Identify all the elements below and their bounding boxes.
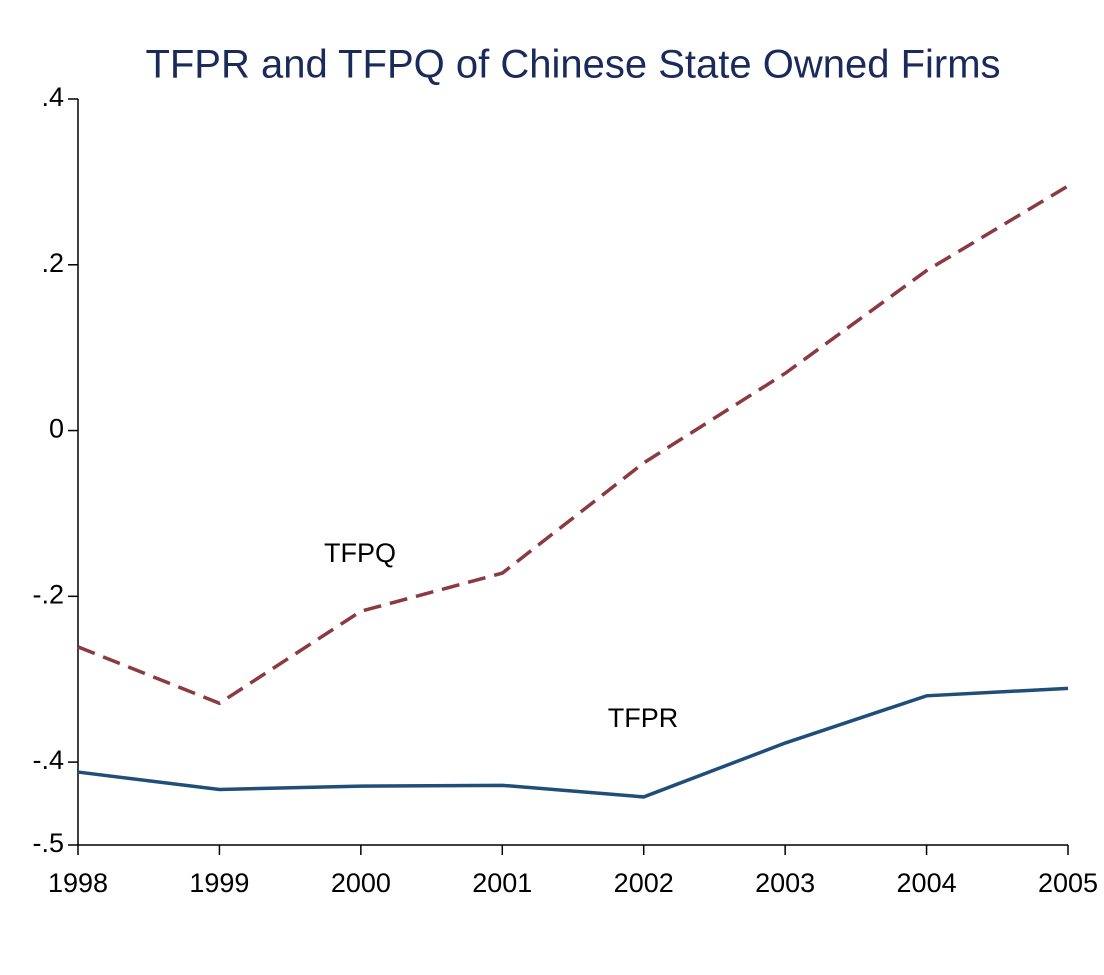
x-tick-label: 1998 [48, 868, 108, 898]
x-tick-label: 2004 [897, 868, 957, 898]
series-line [77, 686, 1069, 799]
series-label: TFPQ [324, 538, 396, 568]
x-tick-label: 2000 [331, 868, 391, 898]
x-tick-label: 2003 [755, 868, 815, 898]
chart-title: TFPR and TFPQ of Chinese State Owned Fir… [145, 43, 1000, 87]
y-tick-label: -.2 [32, 579, 64, 609]
x-tick-label: 1999 [189, 868, 249, 898]
x-tick-label: 2005 [1038, 868, 1098, 898]
x-tick-label: 2001 [472, 868, 532, 898]
y-tick-label: 0 [49, 414, 64, 444]
y-tick-label: .4 [41, 82, 64, 112]
series-line [77, 184, 1069, 706]
y-tick-label: -.4 [32, 745, 64, 775]
x-tick-label: 2002 [614, 868, 674, 898]
y-tick-label: .2 [41, 248, 64, 278]
y-tick-label: -.5 [32, 828, 64, 858]
series-label: TFPR [608, 703, 679, 733]
